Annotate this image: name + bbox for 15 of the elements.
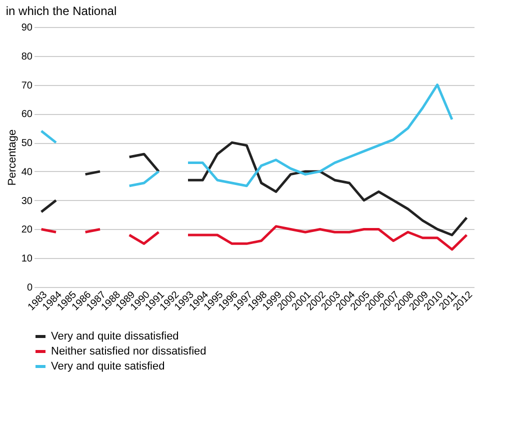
y-tick-label: 0 — [26, 282, 33, 294]
legend-label: Very and quite dissatisfied — [51, 330, 179, 342]
y-tick-label: 10 — [21, 254, 33, 265]
y-tick-label: 20 — [21, 224, 33, 236]
y-axis-title: Percentage — [6, 129, 18, 186]
legend-label: Neither satisfied nor dissatisfied — [51, 346, 206, 358]
legend-label: Very and quite satisfied — [51, 360, 165, 372]
y-tick-label: 90 — [21, 22, 33, 34]
y-tick-label: 30 — [21, 196, 33, 207]
y-tick-label: 50 — [21, 138, 33, 150]
y-tick-label: 40 — [21, 166, 33, 178]
y-tick-label: 80 — [21, 51, 33, 62]
y-tick-label: 60 — [21, 109, 33, 120]
chart-title: in which the National — [6, 4, 117, 18]
y-tick-label: 70 — [21, 80, 33, 92]
